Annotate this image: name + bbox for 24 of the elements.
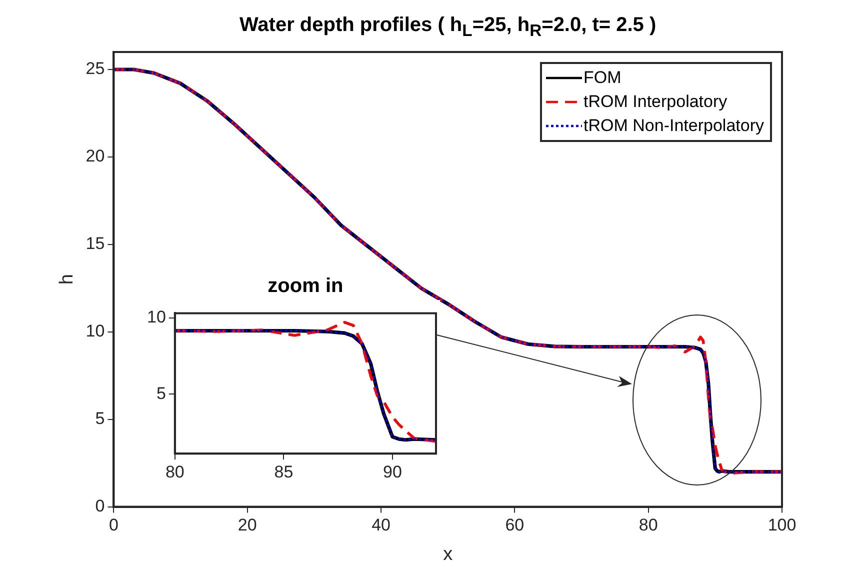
x-tick-label: 90 <box>383 462 402 482</box>
x-tick-label: 60 <box>505 516 524 535</box>
legend-label: FOM <box>584 68 622 88</box>
legend-label: tROM Interpolatory <box>584 92 728 112</box>
y-tick-label: 25 <box>86 59 105 78</box>
x-tick-label: 20 <box>238 516 257 535</box>
y-tick-label: 10 <box>146 307 166 326</box>
y-tick-label: 20 <box>86 146 105 166</box>
x-tick-label: 40 <box>372 516 390 535</box>
y-tick-label: 5 <box>156 384 166 403</box>
legend-label: tROM Non-Interpolatory <box>584 116 764 136</box>
y-tick-label: 5 <box>95 409 105 428</box>
x-tick-label: 80 <box>638 516 658 535</box>
x-tick-label: 85 <box>274 462 294 482</box>
y-tick-label: 0 <box>95 496 105 516</box>
y-tick-label: 15 <box>86 234 105 254</box>
x-tick-label: 100 <box>768 516 796 535</box>
y-tick-label: 10 <box>86 322 105 341</box>
y-axis-title: h <box>56 274 78 285</box>
x-tick-label: 0 <box>108 516 118 535</box>
x-axis-title: x <box>443 544 454 565</box>
x-tick-label: 80 <box>165 462 184 482</box>
chart-title: Water depth profiles ( h$_{L}$=25, h$_{R}$=2.0, t= 2.5 ) <box>240 14 656 41</box>
chart-title: zoom in <box>268 275 344 298</box>
